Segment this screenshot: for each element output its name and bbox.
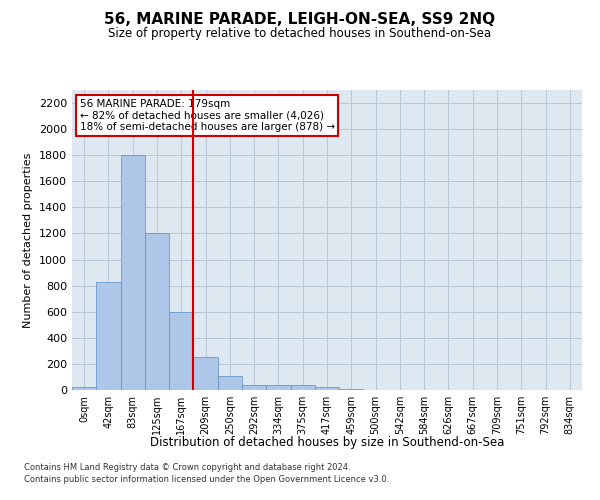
Text: Contains HM Land Registry data © Crown copyright and database right 2024.: Contains HM Land Registry data © Crown c…: [24, 464, 350, 472]
Bar: [145, 234, 169, 390]
Bar: [96, 282, 121, 390]
Bar: [218, 376, 242, 390]
Bar: [169, 312, 193, 390]
Bar: [121, 155, 145, 390]
Bar: [315, 388, 339, 390]
Text: Contains public sector information licensed under the Open Government Licence v3: Contains public sector information licen…: [24, 475, 389, 484]
Y-axis label: Number of detached properties: Number of detached properties: [23, 152, 34, 328]
Bar: [290, 386, 315, 390]
Bar: [339, 388, 364, 390]
Text: Size of property relative to detached houses in Southend-on-Sea: Size of property relative to detached ho…: [109, 28, 491, 40]
Bar: [193, 358, 218, 390]
Bar: [266, 386, 290, 390]
Bar: [242, 385, 266, 390]
Text: 56, MARINE PARADE, LEIGH-ON-SEA, SS9 2NQ: 56, MARINE PARADE, LEIGH-ON-SEA, SS9 2NQ: [104, 12, 496, 28]
Text: Distribution of detached houses by size in Southend-on-Sea: Distribution of detached houses by size …: [150, 436, 504, 449]
Text: 56 MARINE PARADE: 179sqm
← 82% of detached houses are smaller (4,026)
18% of sem: 56 MARINE PARADE: 179sqm ← 82% of detach…: [80, 99, 335, 132]
Bar: [72, 388, 96, 390]
